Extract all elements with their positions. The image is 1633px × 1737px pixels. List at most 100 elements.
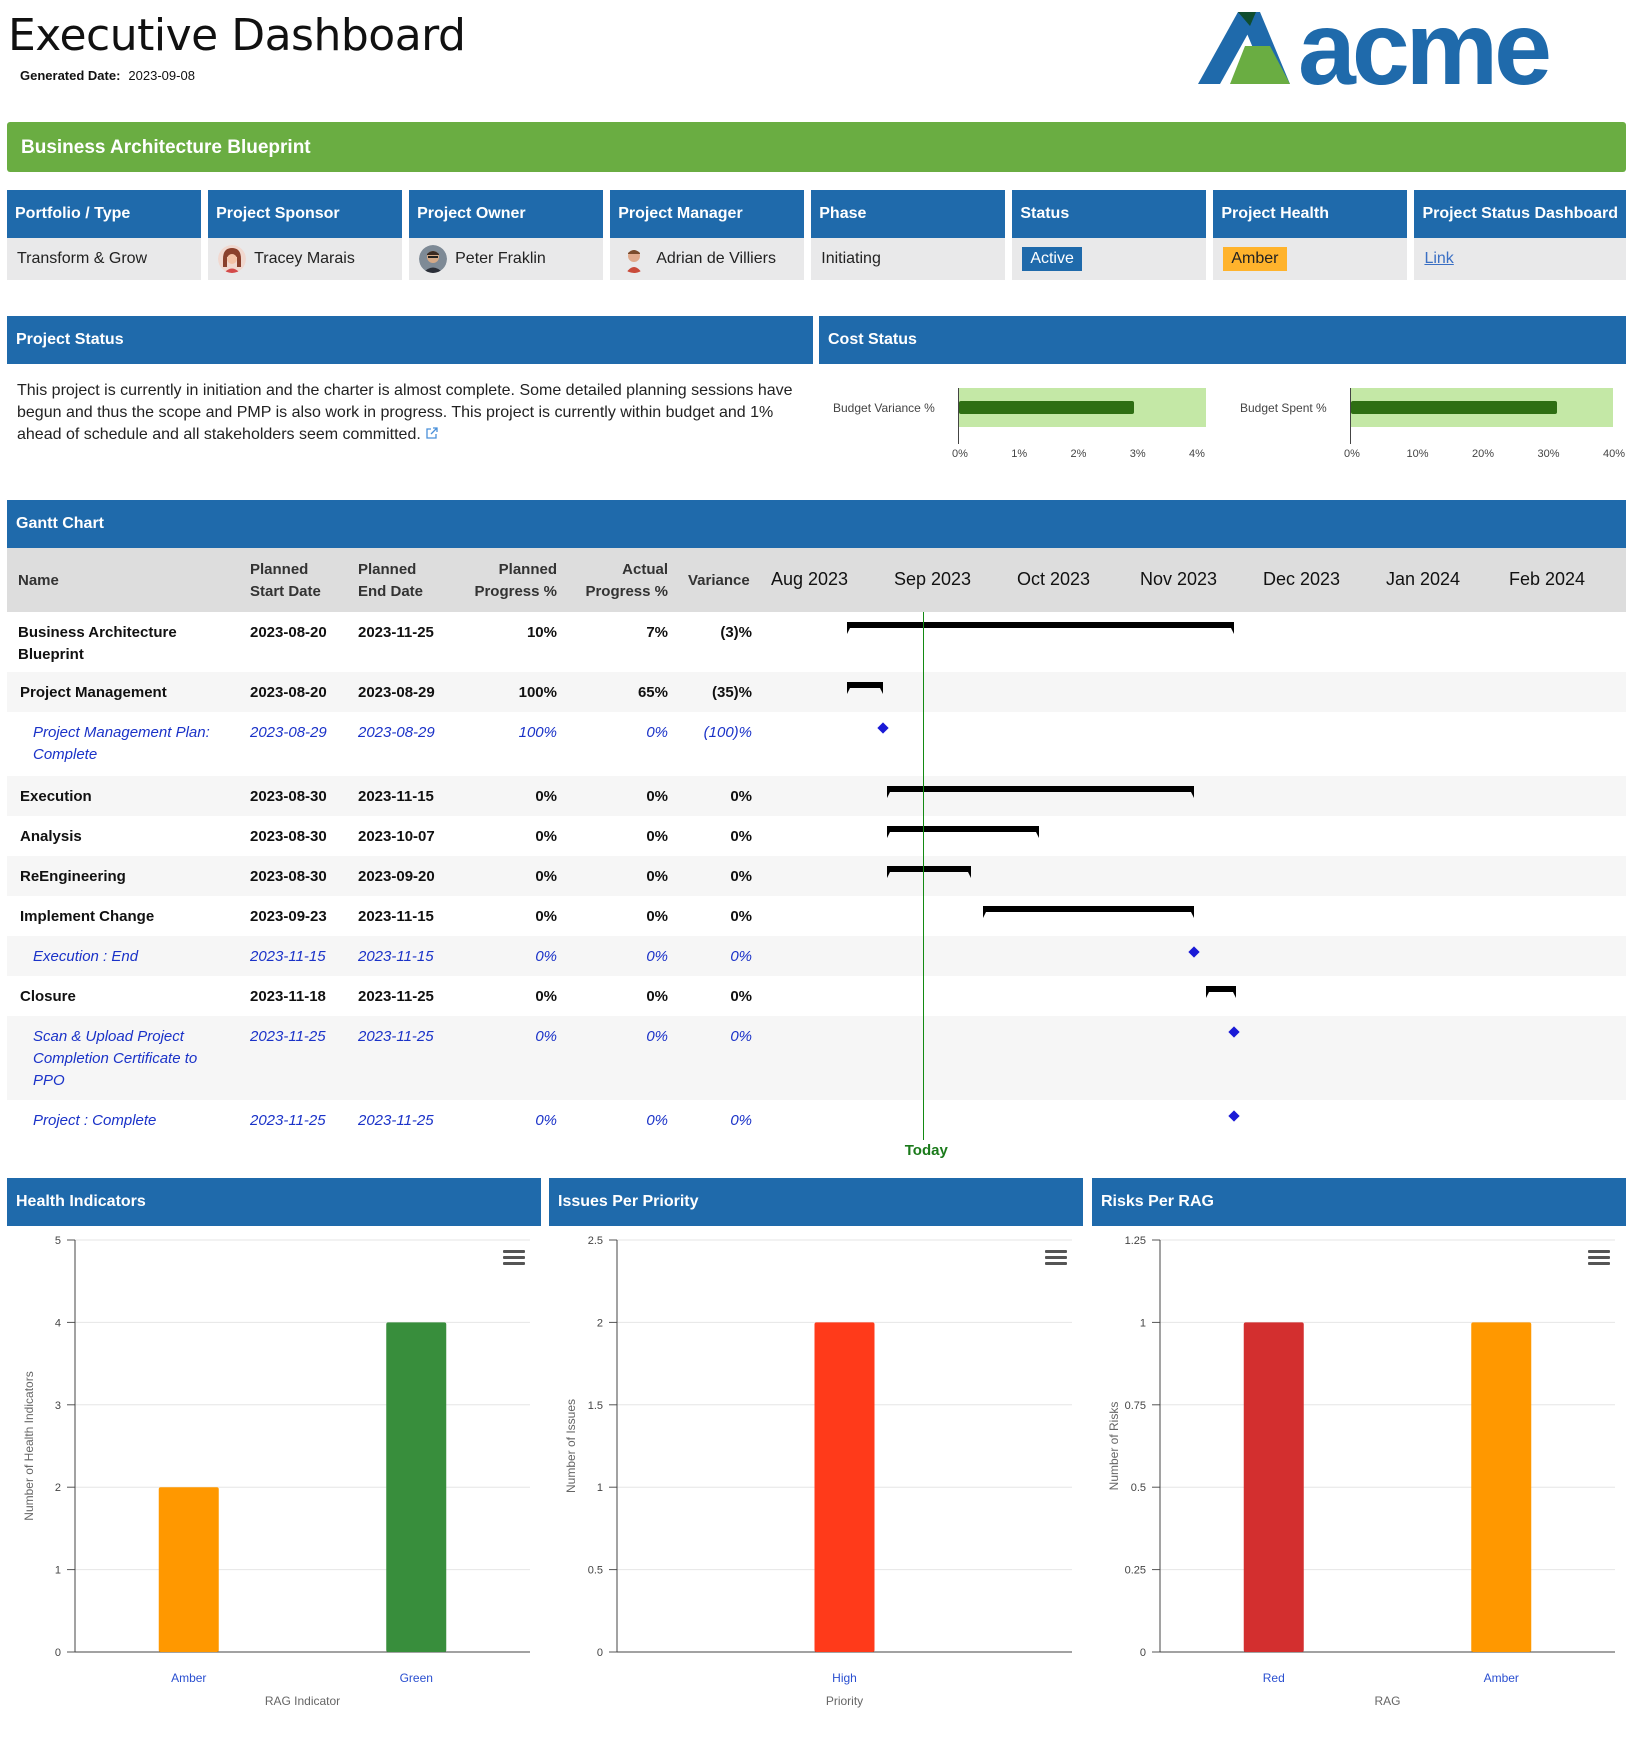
chart-y-tick-label: 0.75 [1125,1400,1146,1412]
chart-y-tick-label: 1 [597,1482,603,1494]
gantt-task-name-line: Complete [33,746,98,763]
project-name-banner: Business Architecture Blueprint [7,122,1626,172]
gantt-task-name-line: Blueprint [18,646,84,663]
chart-y-tick-label: 0 [55,1647,61,1659]
budget-variance-tick-label: 2% [1070,448,1087,460]
chart-bar [814,1322,875,1652]
budget-variance-tick-label: 3% [1129,448,1146,460]
gantt-planned-progress: 100% [518,724,557,741]
chart-y-tick-label: 0.5 [588,1565,603,1577]
gantt-summary-bar[interactable] [1206,986,1237,998]
status-badge: Active [1022,247,1082,271]
gantt-start-date: 2023-08-30 [250,868,327,885]
issues-per-priority-head: Issues Per Priority [549,1178,1083,1226]
col-actual-progress-l2: Progress % [585,583,668,600]
gantt-actual-progress: 0% [646,828,668,845]
gantt-task-name-line: Project Management [20,684,167,701]
card-sponsor-body: Tracey Marais [208,238,403,280]
card-manager-head: Project Manager [610,190,805,238]
gantt-task-name-line: PPO [33,1072,65,1089]
gantt-task-name: Closure [20,986,76,1008]
budget-spent-label: Budget Spent % [1240,401,1327,415]
risks-per-rag-chart: 0 0.25 0.5 0.75 1 1.25 Red Amber RAG Number of Ri… [1092,1228,1624,1737]
chart-x-axis-title: Priority [826,1694,863,1708]
gantt-task-name: Business Architecture Blueprint [18,622,177,666]
gantt-variance: 0% [730,788,752,805]
gantt-actual-progress: 7% [646,624,668,641]
gantt-task-name: Project Management Plan: Complete [33,722,210,766]
gantt-end-date: 2023-09-20 [358,868,435,885]
external-link-icon[interactable] [425,426,439,440]
gantt-actual-progress: 0% [646,908,668,925]
gantt-variance: 0% [730,1028,752,1045]
budget-spent-tick-label: 0% [1344,448,1360,460]
gantt-start-date: 2023-08-29 [250,724,327,741]
card-status-head: Status [1012,190,1207,238]
gantt-end-date: 2023-11-25 [358,1112,434,1129]
col-name: Name [18,572,59,589]
chart-y-tick-label: 0 [597,1647,603,1659]
card-portfolio-value: Transform & Grow [17,250,148,267]
gantt-actual-progress: 0% [646,868,668,885]
gantt-task-name: Execution : End [33,946,138,968]
gantt-row[interactable] [7,1016,1626,1100]
chart-y-tick-label: 0.25 [1125,1565,1146,1577]
gantt-month-label: Feb 2024 [1509,569,1586,589]
chart-menu-icon[interactable] [1588,1250,1610,1266]
gantt-summary-bar[interactable] [846,622,1235,634]
gantt-month-label: Dec 2023 [1263,569,1341,589]
gantt-actual-progress: 0% [646,948,668,965]
card-phase-head: Phase [811,190,1006,238]
cost-status-head: Cost Status [819,316,1626,364]
manager-avatar [620,245,649,273]
generated-date: Generated Date: 2023-09-08 [20,68,195,83]
gantt-start-date: 2023-08-30 [250,828,327,845]
card-portfolio-body: Transform & Grow [7,238,202,280]
health-badge: Amber [1223,247,1287,271]
card-phase-body: Initiating [811,238,1006,280]
gantt-task-name-line: Closure [20,988,76,1005]
gantt-row[interactable] [7,776,1626,816]
card-owner-value: Peter Fraklin [455,250,546,267]
gantt-actual-progress: 0% [646,1028,668,1045]
chart-x-tick-label: High [832,1671,857,1685]
gantt-month-label: Nov 2023 [1140,569,1218,589]
col-planned-end: Planned End Date [358,559,423,603]
chart-menu-icon[interactable] [1045,1250,1067,1266]
gantt-summary-bar[interactable] [886,786,1195,798]
chart-x-axis-title: RAG Indicator [265,1694,340,1708]
budget-variance-bar [959,401,1134,414]
col-planned-end-l2: End Date [358,583,424,600]
budget-variance-axis [958,388,959,444]
gantt-start-date: 2023-08-20 [250,624,327,641]
gantt-row[interactable] [7,672,1626,712]
budget-spent-tick-label: 40% [1602,448,1626,460]
card-owner-head: Project Owner [409,190,604,238]
col-planned-start: Planned Start Date [250,559,321,603]
project-status-text: This project is currently in initiation … [17,380,807,446]
gantt-variance: (100)% [703,724,752,741]
gantt-summary-bar[interactable] [982,906,1195,918]
gantt-summary-bar[interactable] [886,866,971,878]
gantt-end-date: 2023-11-25 [358,624,434,641]
gantt-variance: (35)% [711,684,752,701]
card-health-head: Project Health [1213,190,1408,238]
gantt-summary-bar[interactable] [846,682,883,694]
gantt-head: Gantt Chart [7,500,1626,548]
gantt-row[interactable] [7,856,1626,896]
chart-y-tick-label: 4 [55,1317,61,1329]
gantt-actual-progress: 0% [646,724,668,741]
budget-spent-tick-label: 20% [1471,448,1495,460]
gantt-row[interactable] [7,936,1626,976]
gantt-actual-progress: 0% [646,988,668,1005]
card-dashboard-head: Project Status Dashboard [1414,190,1627,238]
card-manager-body: Adrian de Villiers [610,238,805,280]
status-dashboard-link[interactable]: Link [1424,250,1454,267]
gantt-variance: 0% [730,1112,752,1129]
gantt-summary-bar[interactable] [886,826,1039,838]
chart-menu-icon[interactable] [503,1250,525,1266]
gantt-planned-progress: 0% [535,788,557,805]
generated-date-value: 2023-09-08 [128,68,195,83]
col-actual-progress-l1: Actual [622,561,668,578]
col-planned-start-l1: Planned [250,561,309,578]
